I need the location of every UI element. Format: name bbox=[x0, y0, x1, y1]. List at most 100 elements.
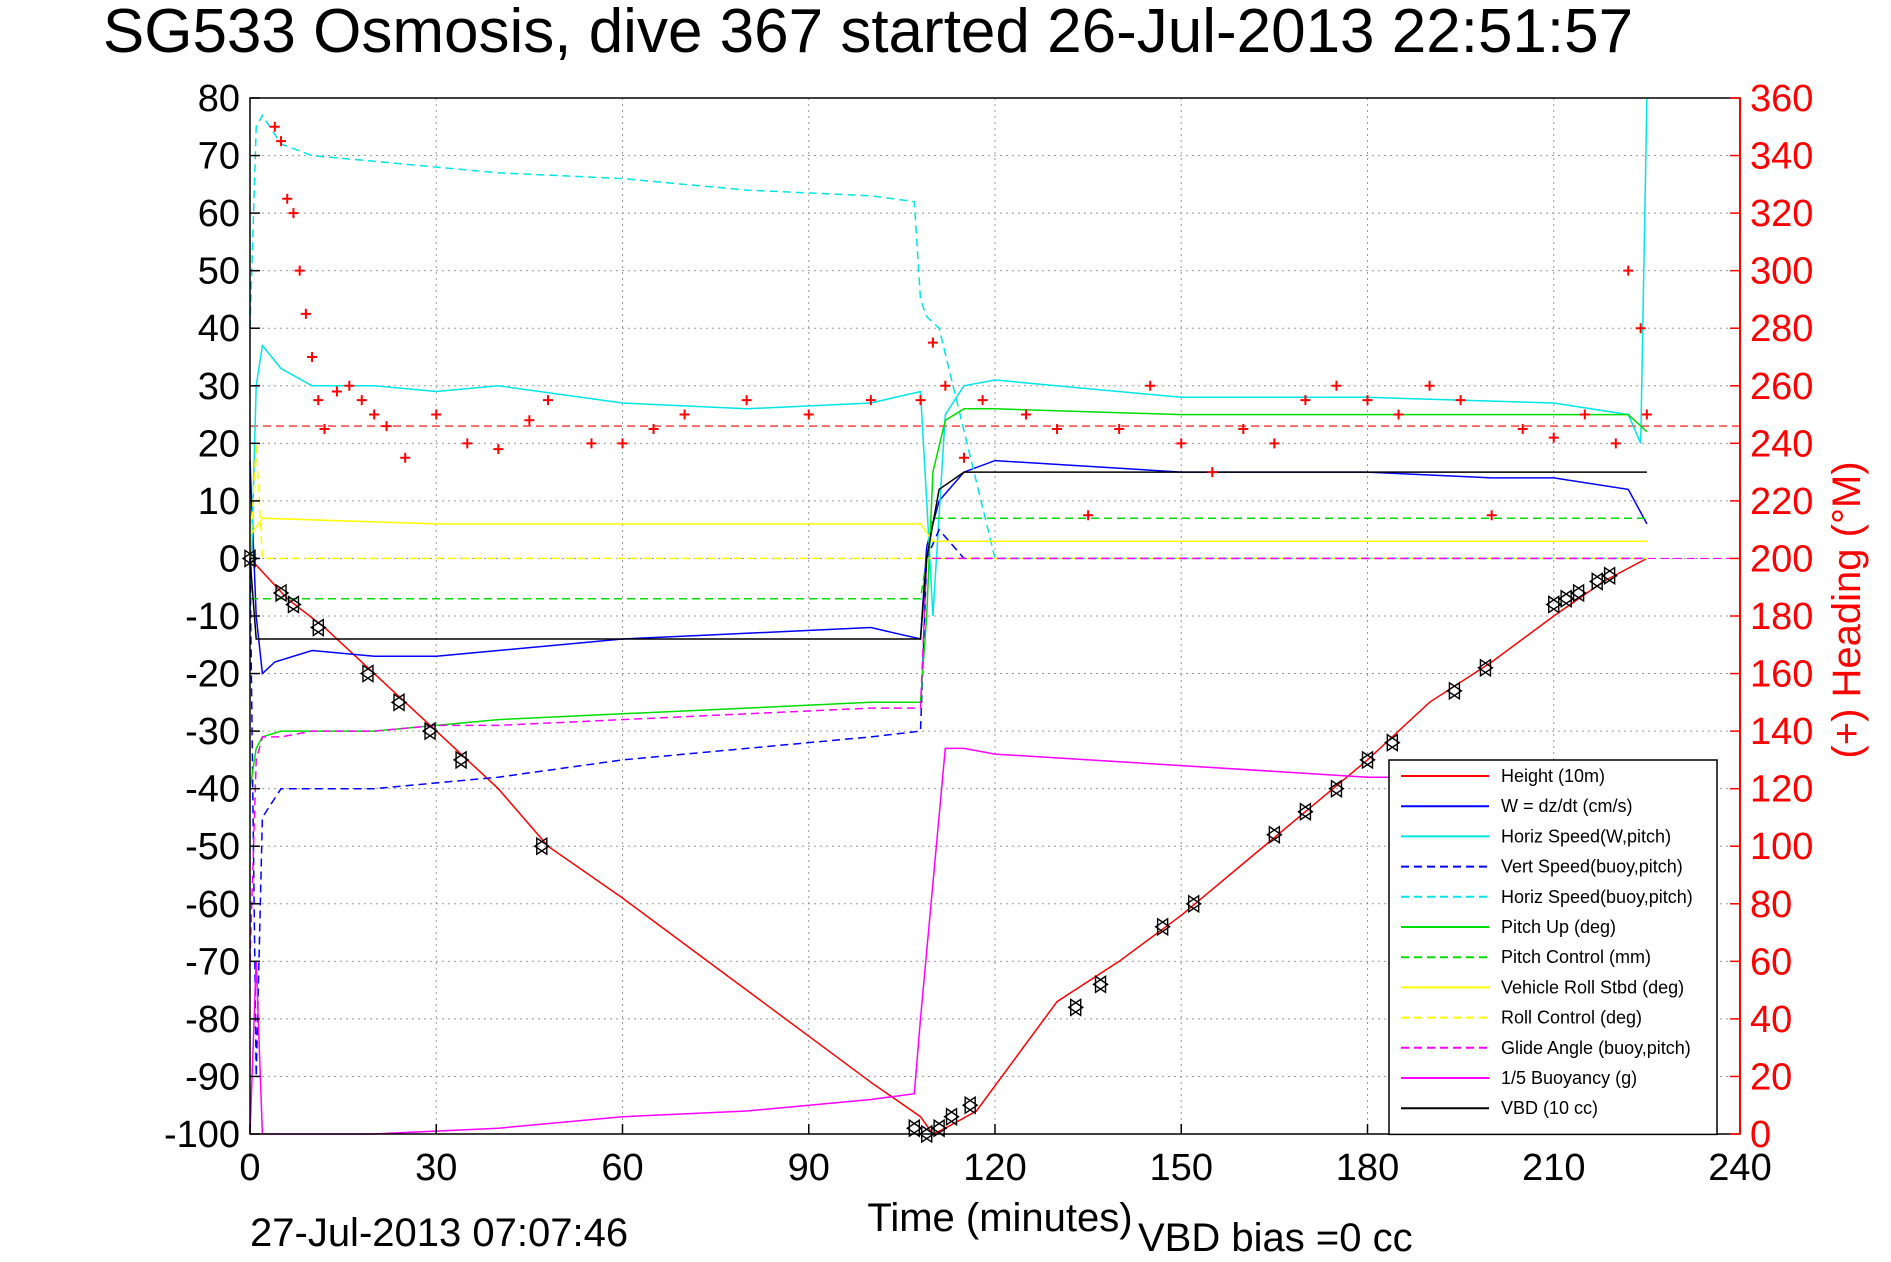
height-marker bbox=[359, 664, 377, 683]
vbd-bias-label: VBD bias =0 cc bbox=[1138, 1216, 1413, 1260]
series-line-4 bbox=[249, 113, 1647, 560]
heading-point bbox=[400, 452, 411, 463]
legend-label: Vert Speed(buoy,pitch) bbox=[1501, 857, 1683, 877]
height-marker bbox=[310, 618, 327, 637]
series-line-8 bbox=[249, 443, 1647, 560]
y-right-tick-label: 40 bbox=[1750, 999, 1792, 1041]
heading-point bbox=[1641, 409, 1652, 420]
x-tick-label: 60 bbox=[601, 1147, 643, 1189]
y-right-tick-label: 300 bbox=[1750, 251, 1813, 293]
y-tick-label: 10 bbox=[198, 481, 240, 523]
x-tick-label: 210 bbox=[1522, 1147, 1585, 1189]
y-right-tick-label: 100 bbox=[1750, 826, 1813, 868]
y-tick-label: -20 bbox=[185, 654, 240, 696]
height-marker bbox=[943, 1107, 960, 1127]
y-right-tick-label: 140 bbox=[1750, 711, 1813, 753]
heading-point bbox=[288, 208, 299, 219]
y-right-tick-label: 360 bbox=[1750, 78, 1813, 120]
heading-point bbox=[940, 380, 951, 391]
y-axis-right-label: (+) Heading (°M) bbox=[1825, 461, 1869, 758]
heading-point bbox=[865, 395, 876, 406]
height-marker bbox=[1359, 750, 1376, 770]
heading-point bbox=[431, 409, 442, 420]
height-marker bbox=[390, 693, 408, 712]
legend-box bbox=[1388, 759, 1718, 1136]
heading-point bbox=[1517, 423, 1528, 434]
heading-point bbox=[1331, 380, 1342, 391]
y-tick-label: 60 bbox=[198, 193, 240, 235]
heading-point bbox=[1610, 438, 1621, 449]
legend-label: Pitch Up (deg) bbox=[1501, 917, 1616, 937]
axes: 0 30 60 90 120 150 180 210 24080706050403020100-… bbox=[164, 78, 1813, 1189]
heading-point bbox=[269, 121, 280, 132]
heading-point bbox=[319, 423, 330, 434]
height-marker bbox=[1384, 733, 1401, 752]
series-line-0 bbox=[249, 557, 1648, 1135]
height-marker bbox=[1154, 917, 1171, 937]
heading-point bbox=[1623, 265, 1634, 276]
heading-point bbox=[344, 380, 355, 391]
series-line-6 bbox=[250, 517, 1647, 600]
y-right-tick-label: 280 bbox=[1750, 308, 1813, 350]
heading-point bbox=[915, 395, 926, 406]
height-marker bbox=[285, 595, 302, 614]
y-right-tick-label: 160 bbox=[1750, 654, 1813, 696]
y-tick-label: -80 bbox=[185, 999, 240, 1041]
height-marker bbox=[533, 836, 551, 856]
y-tick-label: 30 bbox=[198, 366, 240, 408]
y-right-tick-label: 20 bbox=[1750, 1056, 1792, 1098]
height-marker bbox=[421, 721, 439, 741]
y-tick-label: -30 bbox=[185, 711, 240, 753]
heading-point bbox=[1635, 323, 1646, 334]
y-right-tick-label: 340 bbox=[1750, 136, 1813, 178]
heading-point bbox=[1052, 423, 1063, 434]
y-right-tick-label: 120 bbox=[1750, 769, 1813, 811]
footer-timestamp: 27-Jul-2013 07:07:46 bbox=[250, 1211, 628, 1255]
height-marker bbox=[1557, 589, 1575, 609]
heading-point bbox=[1548, 432, 1559, 443]
y-tick-label: -40 bbox=[185, 769, 240, 811]
height-marker bbox=[1067, 998, 1084, 1017]
marker-layer bbox=[241, 549, 1618, 1144]
heading-point bbox=[1145, 380, 1156, 391]
y-right-tick-label: 0 bbox=[1750, 1114, 1771, 1156]
heading-point bbox=[586, 438, 597, 449]
heading-point bbox=[1021, 409, 1032, 420]
height-marker bbox=[1092, 975, 1109, 994]
heading-point bbox=[356, 395, 367, 406]
grid bbox=[250, 98, 1740, 1134]
heading-point bbox=[1300, 395, 1311, 406]
heading-point bbox=[1114, 423, 1125, 434]
heading-point bbox=[1362, 395, 1373, 406]
y-right-tick-label: 320 bbox=[1750, 193, 1813, 235]
heading-point bbox=[524, 415, 535, 426]
y-right-tick-label: 200 bbox=[1750, 538, 1813, 580]
legend-label: Vehicle Roll Stbd (deg) bbox=[1501, 977, 1684, 997]
heading-point bbox=[648, 423, 659, 434]
heading-point bbox=[958, 452, 969, 463]
heading-point bbox=[1486, 510, 1497, 521]
y-tick-label: -90 bbox=[185, 1056, 240, 1098]
series-line-2 bbox=[249, 97, 1648, 617]
heading-point bbox=[803, 409, 814, 420]
y-tick-label: -60 bbox=[185, 884, 240, 926]
heading-point bbox=[977, 395, 988, 406]
height-marker bbox=[1545, 595, 1563, 614]
series-line-5 bbox=[249, 408, 1648, 789]
height-marker bbox=[930, 1118, 948, 1138]
heading-point bbox=[927, 337, 938, 348]
y-tick-label: -100 bbox=[164, 1114, 240, 1156]
series-line-3 bbox=[249, 528, 1647, 1077]
legend-label: Height (10m) bbox=[1501, 766, 1605, 786]
y-tick-label: -70 bbox=[185, 941, 240, 983]
heading-point bbox=[331, 386, 342, 397]
height-marker bbox=[961, 1095, 979, 1115]
y-tick-label: 70 bbox=[198, 136, 240, 178]
height-marker bbox=[272, 583, 290, 603]
heading-point bbox=[1176, 438, 1187, 449]
height-marker bbox=[1266, 825, 1283, 845]
height-marker bbox=[1570, 583, 1587, 603]
height-marker bbox=[1328, 779, 1345, 798]
x-tick-label: 90 bbox=[788, 1147, 830, 1189]
heading-point bbox=[1579, 409, 1590, 420]
